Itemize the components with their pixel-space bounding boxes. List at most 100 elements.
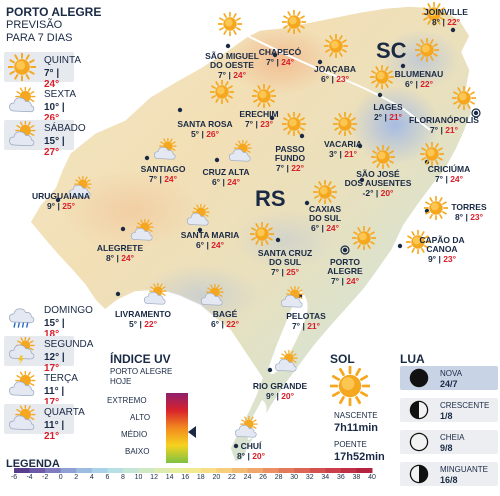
city-min: 8°	[105, 252, 115, 263]
city-temps: 6° | 22°	[404, 78, 434, 89]
moon-phase-date: 1/8	[440, 411, 453, 421]
uv-title: ÍNDICE UV	[110, 352, 171, 366]
city-name: ALEGRETE	[96, 243, 144, 253]
forecast-min: 10°	[44, 102, 60, 113]
city-forecast: BLUMENAU 6° | 22°	[395, 70, 444, 89]
legend-tick-label: 2	[74, 474, 79, 481]
city-name: FLORIANÓPOLIS	[409, 115, 479, 125]
forecast-max: 24°	[44, 79, 60, 90]
city-temps: 6° | 23°	[320, 73, 350, 84]
moon-phase-icon	[408, 463, 430, 485]
city-max: 24°	[450, 173, 464, 184]
city-temps: 2° | 21°	[373, 111, 403, 122]
city-forecast: TORRES 8° | 23°	[451, 203, 486, 222]
city-temps: 7° | 24°	[148, 173, 178, 184]
sun-icon	[217, 11, 243, 37]
city-min: 8°	[454, 211, 464, 222]
city-name: JOINVILLE	[424, 7, 468, 17]
city-dot	[233, 443, 239, 449]
forecast-day-temps: 15° | 27°	[44, 136, 65, 158]
city-dot	[115, 291, 121, 297]
city-temps: 8° | 22°	[431, 16, 461, 27]
city-name: CRUZ ALTA	[202, 167, 250, 177]
city-max: 21°	[445, 124, 459, 135]
city-temps: -2° | 20°	[362, 187, 394, 198]
forecast-subtitle-2: PARA 7 DIAS	[6, 32, 73, 44]
forecast-min: 11°	[44, 420, 59, 431]
city-forecast: VACARIA 3° | 21°	[324, 140, 362, 159]
city-min: 2°	[373, 111, 383, 122]
city-name: RIO GRANDE	[252, 381, 308, 391]
legend-swatch	[247, 468, 264, 473]
legend-tick-label: 10	[134, 474, 143, 481]
legend-tick-label: 26	[259, 474, 267, 481]
forecast-day-temps: 11° | 21°	[44, 420, 65, 442]
city-min: 6°	[210, 318, 220, 329]
city-temps: 7° | 21°	[429, 124, 459, 135]
uv-level-extremo: EXTREMO	[107, 396, 147, 405]
sun-cloud-icon	[186, 203, 210, 228]
legend-tick-label: 12	[150, 474, 158, 481]
legend-tick-label: 24	[243, 474, 252, 481]
forecast-day-6: QUARTA 11° | 21°	[4, 404, 85, 442]
city-name: SÃO MIGUEL DO OESTE	[205, 51, 259, 70]
uv-subtitle-1: PORTO ALEGRE	[110, 367, 173, 376]
city-forecast: PORTO ALEGRE 7° | 24°	[327, 258, 362, 286]
rain-icon	[8, 303, 36, 331]
city-dot	[275, 237, 281, 243]
city-forecast: LAGES 2° | 21°	[373, 103, 402, 122]
city-forecast: RIO GRANDE 9° | 20°	[253, 382, 307, 401]
city-min: 6°	[310, 222, 320, 233]
legend-tick-label: 36	[336, 474, 345, 481]
city-temps: 6° | 24°	[310, 222, 340, 233]
city-max: 21°	[344, 148, 358, 159]
forecast-day-temps: 7° | 24°	[44, 68, 60, 90]
city-min: 7°	[434, 173, 444, 184]
legend-tick-label: 14	[165, 474, 174, 481]
city-name: CAPÃO DA CANOA	[419, 235, 465, 254]
city-name: SÃO JOSÉ DOS AUSENTES	[344, 169, 412, 188]
forecast-day-4: SEGUNDA 12° | 17°	[4, 336, 93, 374]
city-dot	[317, 59, 323, 65]
city-dot	[225, 43, 231, 49]
city-min: 7°	[291, 320, 301, 331]
city-max: 22°	[291, 162, 305, 173]
legend-tick-label: 34	[321, 474, 330, 481]
sun-icon	[414, 37, 440, 63]
lagoa-dos-patos	[268, 290, 308, 374]
city-temps: 7° | 22°	[275, 162, 305, 173]
city-min: 5°	[128, 318, 138, 329]
forecast-max: 17°	[44, 363, 60, 374]
city-max: 22°	[144, 318, 158, 329]
uv-subtitle-2: HOJE	[110, 377, 132, 386]
city-max: 23°	[336, 73, 350, 84]
city-max: 24°	[227, 176, 241, 187]
city-temps: 5° | 22°	[128, 318, 158, 329]
city-min: 7°	[429, 124, 439, 135]
city-min: 7°	[217, 69, 227, 80]
sunrise-time: 7h11min	[334, 422, 379, 434]
city-min: 7°	[275, 162, 285, 173]
legend-swatch	[29, 468, 46, 473]
sun-icon	[419, 141, 445, 167]
moon-phase-icon	[408, 399, 430, 421]
city-dot	[177, 107, 183, 113]
city-markers	[55, 27, 481, 449]
sun-cloud-icon	[274, 349, 298, 374]
city-forecast: JOAÇABA 6° | 23°	[314, 65, 356, 84]
forecast-day-name: QUARTA	[44, 407, 85, 418]
forecast-day-5: TERÇA 11° | 17°	[4, 370, 78, 408]
city-name: PASSO FUNDO	[274, 144, 306, 163]
legend-swatch	[325, 468, 342, 473]
uv-level-medio: MÉDIO	[121, 430, 148, 439]
uv-gauge	[166, 393, 196, 463]
legend-swatch	[185, 468, 202, 473]
legend-tick-label: 20	[212, 474, 221, 481]
city-forecast: CRICIÚMA 7° | 24°	[428, 165, 471, 184]
sun-icon	[312, 179, 338, 205]
city-dot	[120, 226, 126, 232]
storm-icon	[8, 336, 36, 365]
city-forecast: CHUÍ 8° | 20°	[237, 442, 265, 461]
legend-tick-label: 4	[89, 474, 94, 481]
forecast-day-name: SEGUNDA	[44, 339, 94, 350]
